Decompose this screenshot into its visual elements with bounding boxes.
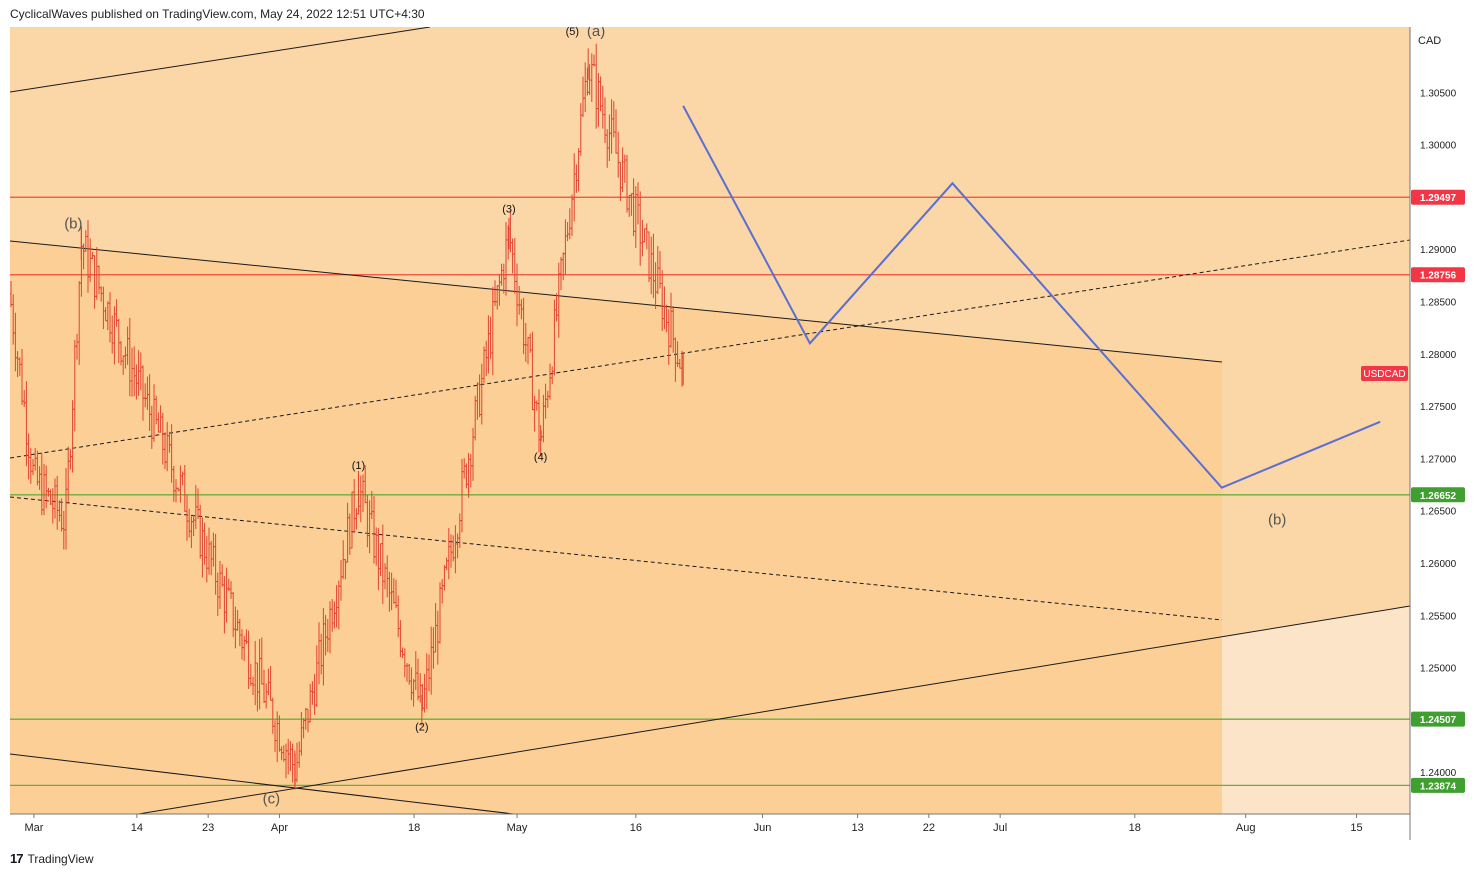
channel-lower-line [135,605,1410,814]
time-tick-label: 22 [923,822,935,834]
price-level-tag-text: 1.23874 [1420,781,1457,792]
tradingview-brand: TradingView [27,851,94,866]
price-levels [10,196,1410,787]
channel-upper-line [10,27,431,93]
lower-trend-line [10,753,518,814]
price-tick-label: 1.26500 [1420,507,1457,518]
time-tick-label: 13 [851,822,863,834]
price-level-tag-text: 1.24507 [1420,715,1457,726]
time-tick-label: Jul [993,822,1007,834]
price-level-tag [1411,487,1465,503]
tradingview-logo-icon: 17 [10,851,24,866]
price-tick-label: 1.28500 [1420,298,1457,309]
price-tick-label: 1.27500 [1420,402,1457,413]
time-tick-label: Apr [271,822,288,834]
currency-label: CAD [1418,35,1441,47]
price-level-tag [1411,777,1465,793]
price-axis[interactable]: 1.29497 1.28756 1.26652 1.24507 1.23874 1.305… [1411,88,1465,793]
wave-label: (b) [64,215,82,232]
symbol-tag-text: USDCAD [1363,369,1405,380]
time-tick-label: Mar [24,822,43,834]
time-tick-label: 14 [131,822,143,834]
triangle-fill [10,241,1222,814]
price-level-tag-text: 1.26652 [1420,491,1457,502]
time-tick-label: Jun [754,822,772,834]
chart[interactable]: (b)(1)(2)(3)(4)(5) (a)(c)(b) CAD 1.294971… [0,0,1478,845]
time-axis[interactable]: Mar 14 23 Apr 18 May 16 Jun 13 22 Jul 18 Aug 15 [24,814,1363,834]
wave-label: (c) [263,791,281,808]
wave-label: (b) [1268,511,1286,528]
projection-path [682,105,1381,489]
time-tick-label: 23 [202,822,214,834]
price-tick-label: 1.24000 [1420,768,1457,779]
triangle-upper-line [10,240,1223,363]
wave-label: (4) [534,451,547,463]
wave-label: (3) [502,204,515,216]
publisher-header: CyclicalWaves published on TradingView.c… [10,7,425,21]
wave-labels: (b) (1) (2) (3) (4) (5) (a) (c) (b) [64,23,1286,808]
price-tick-label: 1.25500 [1420,611,1457,622]
tradingview-footer: 17 TradingView [10,851,94,866]
price-tick-label: 1.30000 [1420,141,1457,152]
candles [10,43,684,790]
price-tick-label: 1.29000 [1420,245,1457,256]
falling-dashed-line [10,496,1223,621]
time-tick-label: 16 [630,822,642,834]
price-level-tag [1411,267,1465,283]
price-tick-label: 1.27000 [1420,454,1457,465]
price-level-tag [1411,711,1465,727]
plot-area: (b) (1) (2) (3) (4) (5) (a) (c) (b) [10,23,1410,814]
price-tick-label: 1.25000 [1420,664,1457,675]
wave-label: (a) [587,23,605,40]
wave-label: (2) [415,721,428,733]
time-tick-label: 15 [1350,822,1362,834]
rising-dashed-line [10,239,1410,459]
price-level-tag-text: 1.28756 [1420,271,1457,282]
price-tick-label: 1.30500 [1420,88,1457,99]
price-level-tag [1411,189,1465,205]
time-tick-label: 18 [1129,822,1141,834]
price-level-tag-text: 1.29497 [1420,193,1457,204]
symbol-tag: USDCAD [1361,366,1408,381]
price-tick-label: 1.26000 [1420,559,1457,570]
wave-label: (5) [566,26,579,38]
price-tick-label: 1.28000 [1420,350,1457,361]
time-tick-label: May [507,822,528,834]
time-tick-label: 18 [408,822,420,834]
time-tick-label: Aug [1236,822,1256,834]
wave-label: (1) [352,460,365,472]
